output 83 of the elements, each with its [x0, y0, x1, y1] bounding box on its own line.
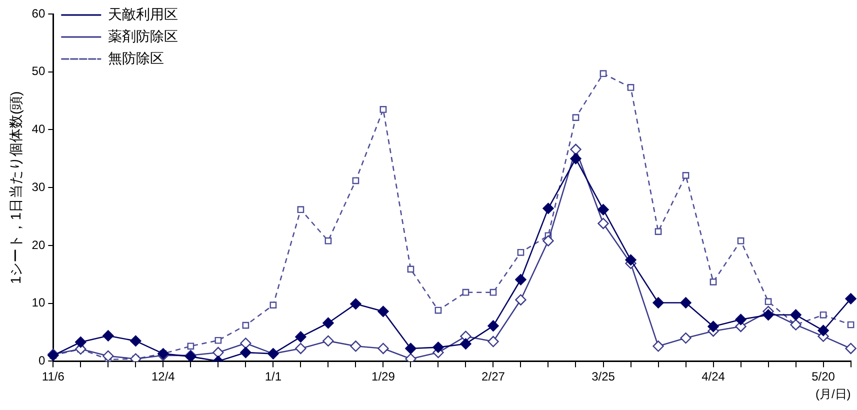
point	[598, 204, 609, 216]
point	[378, 306, 389, 318]
point	[350, 340, 362, 352]
point	[820, 311, 827, 318]
point	[460, 338, 472, 350]
point	[407, 266, 414, 273]
x-tick-label: 2/27	[482, 370, 506, 384]
point	[270, 302, 277, 308]
point	[542, 202, 554, 214]
y-tick-label: 30	[32, 180, 46, 194]
point	[432, 342, 444, 353]
point	[240, 346, 252, 358]
y-tick-label: 60	[32, 6, 46, 20]
point	[352, 177, 360, 184]
point	[542, 235, 554, 246]
point	[572, 114, 580, 122]
point	[735, 314, 746, 326]
point	[380, 106, 387, 113]
point	[350, 298, 362, 310]
y-axis-title: 1シート，1日当たり個体数(頭)	[7, 91, 24, 284]
point	[517, 248, 524, 256]
point	[324, 237, 332, 244]
point	[845, 293, 856, 304]
point	[297, 206, 304, 214]
point	[295, 331, 306, 342]
point	[242, 322, 250, 329]
point	[75, 336, 86, 348]
x-tick-label: 3/25	[592, 370, 616, 384]
point	[212, 346, 224, 358]
point	[708, 320, 719, 332]
point	[600, 70, 607, 78]
point	[627, 84, 634, 91]
point	[488, 320, 499, 332]
point	[652, 340, 664, 352]
point	[515, 274, 526, 286]
point	[652, 297, 664, 308]
y-tick-label: 40	[32, 122, 46, 136]
legend-label: 無防除区	[108, 50, 164, 66]
point	[130, 335, 142, 347]
point	[102, 350, 114, 362]
point	[764, 298, 772, 306]
y-tick-label: 50	[32, 64, 46, 78]
point	[214, 336, 222, 344]
point	[680, 332, 692, 344]
x-tick-label: 1/29	[372, 370, 396, 384]
point	[790, 309, 802, 321]
point	[682, 172, 690, 179]
point	[322, 335, 334, 347]
y-tick-label: 0	[38, 354, 46, 368]
point	[434, 306, 442, 314]
point	[295, 342, 306, 354]
point	[845, 342, 856, 354]
x-tick-label: 12/4	[151, 370, 176, 384]
point	[598, 218, 609, 230]
point	[187, 342, 194, 350]
x-tick-label: 11/6	[42, 370, 65, 384]
x-tick-label: 5/20	[812, 370, 836, 384]
legend-label: 天敵利用区	[108, 6, 178, 22]
x-axis-title: (月/日)	[815, 387, 851, 402]
point	[102, 330, 114, 342]
point	[847, 321, 854, 328]
point	[570, 153, 582, 164]
legend-label: 薬剤防除区	[108, 28, 178, 44]
y-tick-label: 10	[32, 296, 46, 310]
point	[322, 317, 334, 329]
point	[737, 237, 744, 244]
x-tick-label: 1/1	[264, 370, 282, 384]
point	[378, 342, 389, 354]
point	[625, 254, 636, 266]
x-tick-label: 4/24	[702, 370, 726, 384]
point	[654, 228, 662, 236]
point	[818, 324, 829, 336]
point	[405, 342, 416, 354]
point	[240, 338, 252, 349]
point	[515, 294, 526, 306]
point	[680, 297, 692, 308]
y-tick-label: 20	[32, 238, 46, 252]
point	[490, 288, 497, 296]
point	[462, 288, 470, 296]
point	[710, 278, 717, 286]
point	[488, 336, 499, 348]
point	[570, 144, 582, 156]
point	[762, 309, 774, 321]
